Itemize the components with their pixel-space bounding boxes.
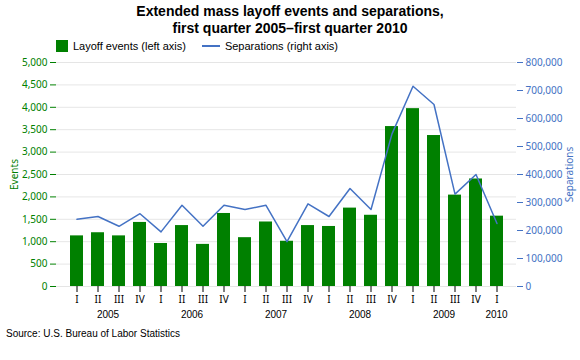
- svg-text:500,000: 500,000: [526, 138, 563, 152]
- svg-text:100,000: 100,000: [526, 250, 563, 264]
- svg-text:IV: IV: [387, 291, 396, 305]
- svg-text:2008: 2008: [349, 309, 372, 320]
- svg-text:III: III: [198, 291, 208, 305]
- svg-text:IV: IV: [303, 291, 312, 305]
- svg-text:3,000: 3,000: [22, 144, 48, 158]
- svg-text:3,500: 3,500: [22, 121, 48, 135]
- html-text:Source: U.S. Bureau of Labor S: Source: U.S. Bureau of Labor Statistics: [6, 327, 180, 339]
- svg-text:0: 0: [526, 278, 532, 292]
- svg-text:II: II: [263, 291, 270, 305]
- svg-text:IV: IV: [135, 291, 144, 305]
- svg-text:I: I: [327, 291, 330, 305]
- svg-text:III: III: [282, 291, 292, 305]
- svg-text:500: 500: [30, 256, 47, 270]
- svg-text:III: III: [450, 291, 460, 305]
- svg-text:III: III: [114, 291, 124, 305]
- svg-text:2010: 2010: [485, 309, 508, 320]
- svg-text:I: I: [75, 291, 78, 305]
- svg-text:II: II: [431, 291, 438, 305]
- svg-text:2007: 2007: [265, 309, 288, 320]
- svg-text:300,000: 300,000: [526, 194, 563, 208]
- svg-text:2,000: 2,000: [22, 189, 48, 203]
- svg-text:2,500: 2,500: [22, 166, 48, 180]
- html-text:Layoff events (left axis): Layoff events (left axis): [73, 39, 186, 52]
- svg-text:600,000: 600,000: [526, 110, 563, 124]
- svg-text:Events: Events: [7, 158, 21, 189]
- svg-text:700,000: 700,000: [526, 82, 563, 96]
- svg-text:5,000: 5,000: [22, 54, 48, 68]
- svg-text:II: II: [179, 291, 186, 305]
- svg-text:400,000: 400,000: [526, 166, 563, 180]
- svg-text:II: II: [95, 291, 102, 305]
- svg-text:IV: IV: [219, 291, 228, 305]
- svg-text:2009: 2009: [433, 309, 456, 320]
- svg-text:4,500: 4,500: [22, 77, 48, 91]
- html-text:Extended mass layoff events an: Extended mass layoff events and separati…: [136, 3, 444, 36]
- svg-text:800,000: 800,000: [526, 54, 563, 68]
- svg-text:III: III: [366, 291, 376, 305]
- svg-text:I: I: [159, 291, 162, 305]
- svg-text:0: 0: [42, 278, 48, 292]
- svg-text:2006: 2006: [181, 309, 204, 320]
- html-text:Separations (right axis): Separations (right axis): [224, 39, 338, 52]
- svg-text:4,000: 4,000: [22, 99, 48, 113]
- svg-text:1,500: 1,500: [22, 211, 48, 225]
- svg-text:I: I: [411, 291, 414, 305]
- svg-text:IV: IV: [471, 291, 480, 305]
- svg-text:II: II: [347, 291, 354, 305]
- svg-text:2005: 2005: [97, 309, 120, 320]
- svg-text:I: I: [495, 291, 498, 305]
- svg-text:I: I: [243, 291, 246, 305]
- svg-text:1,000: 1,000: [22, 233, 48, 247]
- svg-text:Separations: Separations: [562, 146, 576, 202]
- svg-text:200,000: 200,000: [526, 222, 563, 236]
